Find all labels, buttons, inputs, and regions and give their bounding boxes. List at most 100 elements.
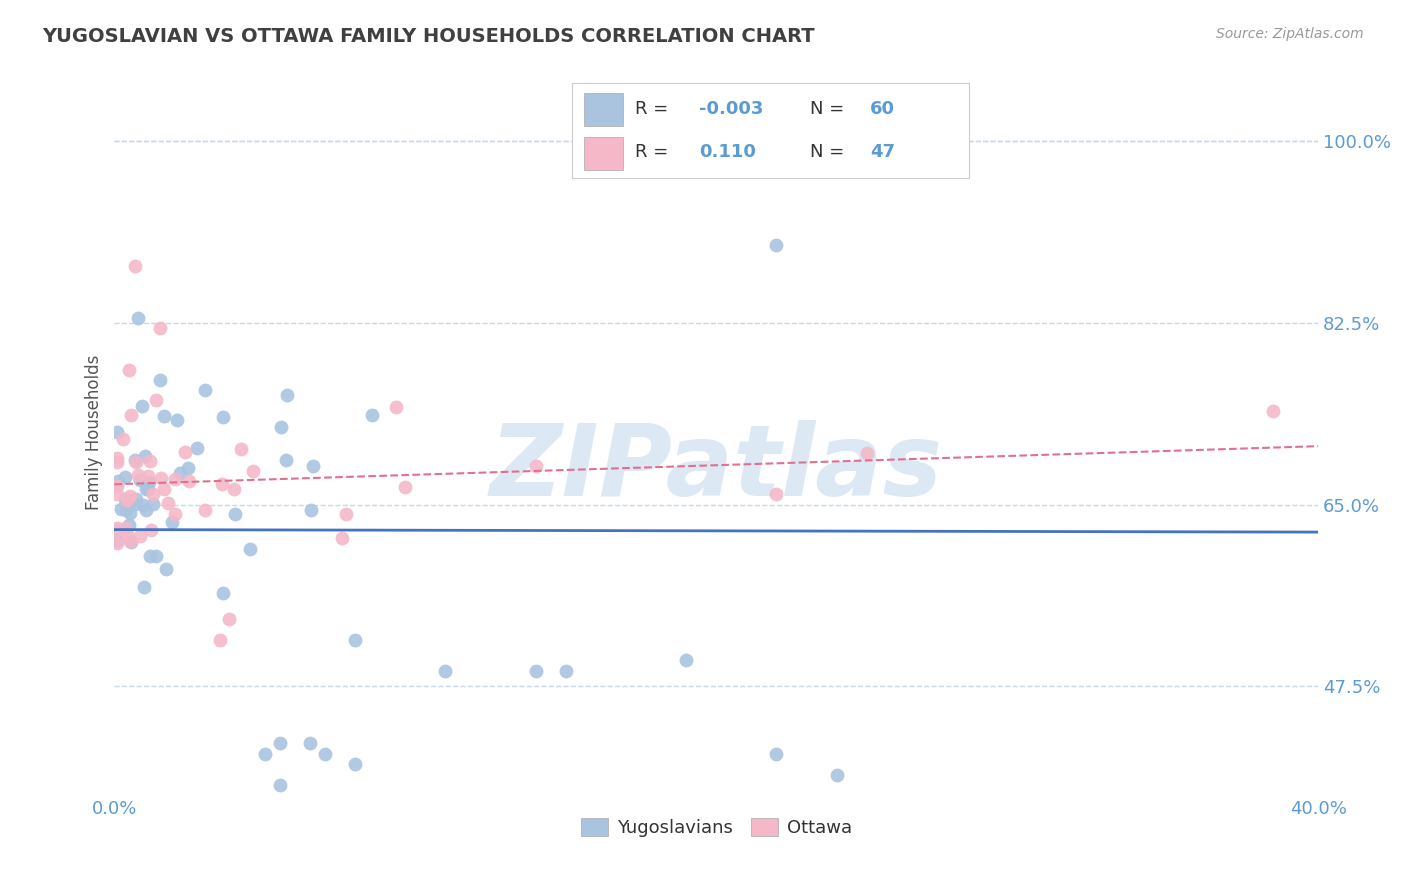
Point xyxy=(125,492,148,507)
Point xyxy=(145,549,167,564)
Point xyxy=(765,238,787,252)
Text: YUGOSLAVIAN VS OTTAWA FAMILY HOUSEHOLDS CORRELATION CHART: YUGOSLAVIAN VS OTTAWA FAMILY HOUSEHOLDS … xyxy=(42,27,815,45)
Point xyxy=(124,497,146,511)
Point xyxy=(211,409,233,424)
Point xyxy=(301,458,323,473)
Point xyxy=(298,736,321,750)
Point xyxy=(110,502,132,516)
Point xyxy=(157,496,180,510)
Point xyxy=(253,747,276,761)
Point xyxy=(114,521,136,535)
Point xyxy=(118,362,141,376)
Point xyxy=(274,452,297,467)
Point xyxy=(107,536,129,550)
Point xyxy=(335,508,357,522)
Point xyxy=(194,502,217,516)
Point xyxy=(344,757,367,772)
Point xyxy=(142,498,165,512)
Point xyxy=(107,533,129,548)
Point xyxy=(194,384,217,398)
Point xyxy=(155,562,177,576)
Point xyxy=(153,409,176,424)
Point xyxy=(162,515,184,529)
Point xyxy=(361,408,384,422)
Point xyxy=(107,455,129,469)
Point xyxy=(107,425,129,440)
Point xyxy=(169,466,191,480)
Point xyxy=(107,474,129,488)
Point xyxy=(139,549,162,563)
Point xyxy=(163,507,186,521)
Point xyxy=(208,632,231,647)
Point xyxy=(124,259,146,273)
Point xyxy=(855,446,877,460)
Point xyxy=(384,400,406,414)
Point xyxy=(138,475,160,489)
Point xyxy=(825,767,848,781)
Point xyxy=(524,458,547,473)
Point xyxy=(114,470,136,484)
Point xyxy=(330,531,353,545)
Point xyxy=(117,494,139,508)
Point xyxy=(166,412,188,426)
Point xyxy=(222,482,245,496)
Point xyxy=(131,399,153,413)
Point xyxy=(524,664,547,678)
Point xyxy=(135,503,157,517)
Point xyxy=(299,503,322,517)
Point xyxy=(149,471,172,485)
Point xyxy=(211,477,233,491)
Point xyxy=(124,453,146,467)
Point xyxy=(120,408,142,422)
Point xyxy=(554,664,576,678)
Point xyxy=(118,489,141,503)
Legend: Yugoslavians, Ottawa: Yugoslavians, Ottawa xyxy=(574,811,859,845)
Point xyxy=(269,736,291,750)
Point xyxy=(132,580,155,594)
Point xyxy=(139,454,162,468)
Point xyxy=(145,392,167,407)
Point xyxy=(107,450,129,465)
Point xyxy=(344,632,367,647)
Point xyxy=(114,492,136,507)
Point xyxy=(127,468,149,483)
Point xyxy=(132,498,155,512)
Point xyxy=(142,487,165,501)
Point xyxy=(765,747,787,761)
Point xyxy=(125,455,148,469)
Point xyxy=(765,487,787,501)
Point xyxy=(117,529,139,543)
Point xyxy=(177,461,200,475)
Point xyxy=(129,529,152,543)
Point xyxy=(186,441,208,455)
Point xyxy=(129,473,152,487)
Point xyxy=(675,653,697,667)
Point xyxy=(107,521,129,535)
Point xyxy=(112,432,135,446)
Point xyxy=(118,517,141,532)
Point xyxy=(242,464,264,478)
Point xyxy=(434,664,457,678)
Point xyxy=(153,483,176,497)
Point xyxy=(115,503,138,517)
Point xyxy=(270,420,292,434)
Point xyxy=(120,534,142,549)
Point xyxy=(314,747,336,761)
Point xyxy=(135,482,157,496)
Point xyxy=(179,474,201,488)
Point xyxy=(136,468,159,483)
Point xyxy=(269,778,291,792)
Point xyxy=(224,507,246,521)
Point xyxy=(212,586,235,600)
Text: Source: ZipAtlas.com: Source: ZipAtlas.com xyxy=(1216,27,1364,41)
Point xyxy=(148,321,170,335)
Point xyxy=(394,480,416,494)
Point xyxy=(120,535,142,549)
Point xyxy=(107,523,129,537)
Point xyxy=(1261,404,1284,418)
Point xyxy=(136,482,159,496)
Point xyxy=(115,492,138,507)
Point xyxy=(231,442,253,456)
Point xyxy=(239,541,262,556)
Point xyxy=(276,388,298,402)
